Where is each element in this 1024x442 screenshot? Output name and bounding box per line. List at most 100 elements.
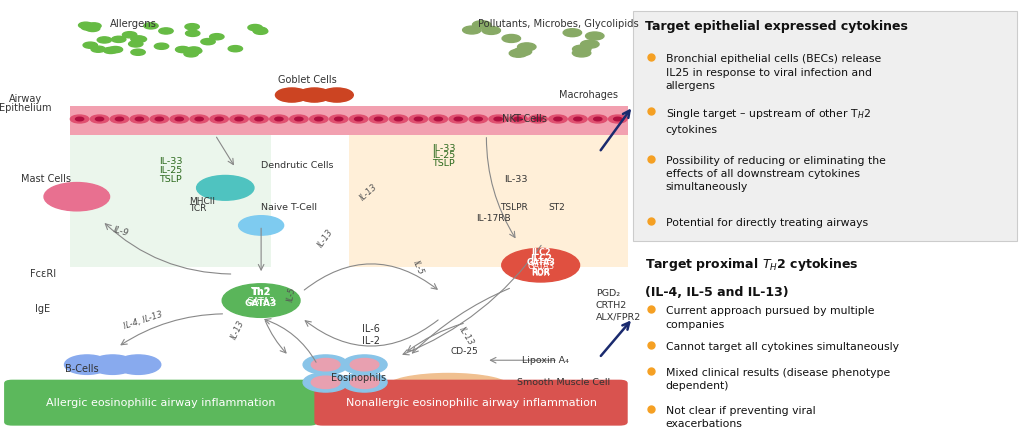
Circle shape [81, 24, 95, 30]
Text: ALX/FPR2: ALX/FPR2 [596, 313, 641, 322]
Circle shape [228, 46, 243, 52]
Circle shape [394, 117, 402, 121]
Text: IL-5: IL-5 [411, 259, 425, 276]
Circle shape [185, 23, 200, 30]
Circle shape [389, 115, 408, 123]
Circle shape [234, 117, 243, 121]
Circle shape [190, 115, 209, 123]
Circle shape [290, 115, 308, 123]
Text: Not clear if preventing viral
exacerbations: Not clear if preventing viral exacerbati… [666, 406, 815, 429]
Text: IL-9: IL-9 [112, 226, 130, 238]
Circle shape [91, 46, 105, 52]
Circle shape [342, 373, 387, 392]
Circle shape [303, 373, 348, 392]
Bar [70, 106, 628, 135]
Text: TSLP: TSLP [159, 175, 181, 183]
Circle shape [450, 115, 468, 123]
Text: Naive T-Cell: Naive T-Cell [261, 203, 317, 212]
Circle shape [87, 23, 101, 29]
Circle shape [502, 34, 520, 42]
Circle shape [573, 117, 582, 121]
Circle shape [410, 115, 428, 123]
Text: IL-13: IL-13 [457, 325, 475, 347]
Circle shape [155, 43, 169, 50]
Text: Potential for directly treating airways: Potential for directly treating airways [666, 218, 867, 228]
Circle shape [116, 117, 124, 121]
Circle shape [196, 117, 204, 121]
Circle shape [549, 115, 567, 123]
Text: Bronchial epithelial cells (BECs) release
IL25 in response to viral infection an: Bronchial epithelial cells (BECs) releas… [666, 54, 881, 91]
Text: IL-25: IL-25 [432, 151, 456, 160]
Circle shape [253, 27, 267, 33]
Text: IL-25: IL-25 [159, 166, 182, 175]
Circle shape [185, 30, 200, 36]
Circle shape [488, 115, 507, 123]
Polygon shape [70, 135, 270, 267]
Circle shape [275, 88, 308, 102]
Circle shape [222, 284, 300, 317]
Text: B-Cells: B-Cells [66, 364, 98, 374]
Text: TSLPR: TSLPR [500, 203, 527, 212]
Circle shape [534, 117, 542, 121]
Circle shape [350, 376, 379, 389]
FancyBboxPatch shape [4, 380, 317, 426]
Text: Pollutants, Microbes, Glycolipids: Pollutants, Microbes, Glycolipids [478, 19, 638, 29]
Circle shape [215, 117, 223, 121]
Text: FcεRI: FcεRI [30, 269, 56, 279]
Polygon shape [348, 135, 628, 267]
Text: CD-25: CD-25 [451, 347, 478, 356]
Circle shape [586, 32, 604, 40]
Circle shape [434, 117, 442, 121]
Text: CRTH2: CRTH2 [596, 301, 628, 310]
Circle shape [514, 117, 522, 121]
Circle shape [608, 115, 627, 123]
Text: IL-33: IL-33 [432, 144, 456, 152]
Text: IL-33: IL-33 [504, 175, 527, 183]
Circle shape [335, 117, 343, 121]
Circle shape [255, 117, 263, 121]
Text: Possibility of reducing or eliminating the
effects of all downstream cytokines
s: Possibility of reducing or eliminating t… [666, 156, 886, 192]
Circle shape [97, 37, 112, 43]
Text: IL-13: IL-13 [358, 182, 379, 202]
Circle shape [201, 38, 215, 45]
Circle shape [572, 45, 591, 53]
Text: Nonallergic eosinophilic airway inflammation: Nonallergic eosinophilic airway inflamma… [345, 398, 597, 408]
Text: GATA3: GATA3 [527, 262, 554, 271]
Circle shape [482, 27, 501, 34]
Circle shape [250, 115, 268, 123]
Circle shape [103, 47, 118, 53]
Circle shape [375, 117, 383, 121]
Circle shape [311, 376, 340, 389]
Text: ROR: ROR [531, 269, 550, 278]
Text: IL-13: IL-13 [229, 318, 246, 340]
Circle shape [613, 117, 622, 121]
Text: Eosinophils: Eosinophils [331, 373, 386, 383]
Circle shape [184, 51, 199, 57]
Circle shape [298, 88, 331, 102]
Circle shape [130, 115, 148, 123]
Circle shape [76, 117, 84, 121]
Text: Dendrutic Cells: Dendrutic Cells [261, 161, 334, 170]
Text: Mast Cells: Mast Cells [22, 174, 71, 184]
Text: ILC2: ILC2 [529, 254, 552, 263]
Text: Goblet Cells: Goblet Cells [278, 75, 337, 84]
Circle shape [111, 115, 129, 123]
Circle shape [131, 36, 145, 42]
Circle shape [151, 115, 169, 123]
FancyBboxPatch shape [314, 380, 628, 426]
Text: (IL-4, IL-5 and IL-13): (IL-4, IL-5 and IL-13) [645, 286, 788, 299]
Circle shape [83, 42, 97, 48]
Text: ST2: ST2 [549, 203, 565, 212]
Circle shape [463, 26, 481, 34]
Circle shape [349, 115, 368, 123]
Text: Single target – upstream of other T$_H$2
cytokines: Single target – upstream of other T$_H$2… [666, 107, 870, 135]
Circle shape [159, 28, 173, 34]
Text: IL-17RB: IL-17RB [476, 214, 511, 223]
Circle shape [568, 115, 587, 123]
Circle shape [513, 48, 531, 56]
Circle shape [350, 358, 379, 371]
Text: ILC2
GATA3
ROR: ILC2 GATA3 ROR [526, 248, 555, 278]
Circle shape [129, 41, 143, 47]
Text: IL-4, IL-13: IL-4, IL-13 [123, 310, 164, 331]
Circle shape [131, 49, 145, 55]
